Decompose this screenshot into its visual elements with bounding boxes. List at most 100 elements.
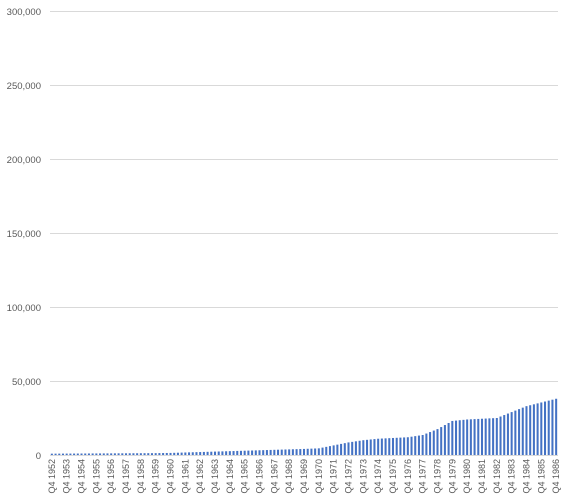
x-tick-label: Q4 1958 [136, 459, 146, 494]
bar [176, 452, 179, 455]
bar [102, 453, 105, 455]
bar [202, 451, 205, 455]
bar [340, 443, 343, 455]
bar [544, 401, 547, 455]
bar [61, 453, 64, 455]
bar [469, 419, 472, 455]
bar [262, 450, 265, 455]
bar [317, 448, 320, 455]
bar [495, 418, 498, 455]
bar [306, 448, 309, 455]
x-tick-label: Q4 1971 [329, 459, 339, 494]
y-axis: 0 50,000 100,000 150,000 200,000 250,000 300,0… [7, 7, 41, 462]
bar [347, 442, 350, 455]
bar [154, 453, 157, 455]
bar [217, 451, 220, 455]
bar [117, 453, 120, 455]
bar [91, 453, 94, 455]
x-tick-label: Q4 1954 [77, 459, 87, 494]
x-tick-label: Q4 1978 [432, 459, 442, 494]
bar [506, 413, 509, 455]
x-tick-label: Q4 1963 [210, 459, 220, 494]
bar [180, 452, 183, 455]
y-tick-label: 300,000 [7, 7, 41, 18]
x-tick-label: Q4 1962 [195, 459, 205, 494]
bar [113, 453, 116, 455]
bar [124, 453, 128, 455]
x-tick-label: Q4 1983 [507, 459, 517, 494]
bar [225, 451, 228, 455]
bar [462, 419, 465, 455]
bar [162, 453, 165, 455]
x-tick-label: Q4 1956 [106, 459, 116, 494]
bar [110, 453, 113, 455]
bar [280, 449, 283, 455]
bar [158, 453, 161, 455]
x-tick-label: Q4 1981 [477, 459, 487, 494]
bar [228, 451, 231, 455]
bar [488, 418, 491, 455]
bar [425, 433, 428, 455]
bar [150, 453, 153, 455]
bar [302, 448, 306, 455]
x-tick-label: Q4 1969 [299, 459, 309, 494]
bar [76, 453, 79, 455]
x-tick-label: Q4 1955 [91, 459, 101, 494]
bar [191, 452, 194, 455]
bar [336, 444, 339, 455]
x-axis: Q4 1952 Q4 1953 Q4 1954 Q4 1955 Q4 1956 Q4 19… [47, 459, 561, 494]
x-tick-label: Q4 1975 [388, 459, 398, 494]
bar [173, 452, 176, 455]
bar [136, 453, 139, 455]
bar [525, 406, 528, 455]
bar [210, 451, 213, 455]
x-tick-label: Q4 1980 [462, 459, 472, 494]
bar [406, 437, 409, 455]
bar [384, 438, 387, 455]
bar [484, 418, 487, 455]
bar [254, 450, 257, 456]
bar [87, 453, 90, 455]
bar [473, 419, 476, 455]
bar [299, 449, 302, 455]
bar [269, 449, 272, 455]
bar [277, 449, 280, 455]
bar [288, 449, 291, 455]
x-tick-label: Q4 1953 [62, 459, 72, 494]
x-tick-label: Q4 1967 [269, 459, 279, 494]
bar [518, 409, 521, 455]
x-tick-label: Q4 1968 [284, 459, 294, 494]
bar [432, 430, 435, 455]
bar [65, 453, 68, 455]
bar [314, 448, 317, 455]
bar [251, 450, 254, 455]
bar [273, 449, 276, 455]
bar [399, 437, 402, 455]
x-tick-label: Q4 1966 [255, 459, 265, 494]
bar [499, 416, 502, 455]
bar [362, 440, 365, 455]
bar [188, 452, 191, 455]
x-tick-label: Q4 1986 [551, 459, 561, 494]
bar [247, 450, 250, 455]
bar [206, 451, 209, 455]
bar [403, 437, 406, 455]
bar [510, 412, 513, 455]
bar [325, 446, 328, 455]
bar [243, 450, 246, 455]
bar [417, 435, 420, 455]
bar [414, 436, 417, 455]
bar [265, 450, 268, 455]
bar [380, 438, 383, 455]
bar [332, 445, 335, 455]
bar [395, 437, 398, 455]
bar [132, 453, 135, 455]
bar [106, 453, 109, 455]
bar [351, 441, 354, 455]
y-tick-label: 200,000 [7, 155, 41, 166]
x-tick-label: Q4 1976 [403, 459, 413, 494]
bar [354, 441, 357, 455]
bar [99, 453, 102, 455]
bar [443, 425, 446, 455]
bar [536, 403, 539, 455]
